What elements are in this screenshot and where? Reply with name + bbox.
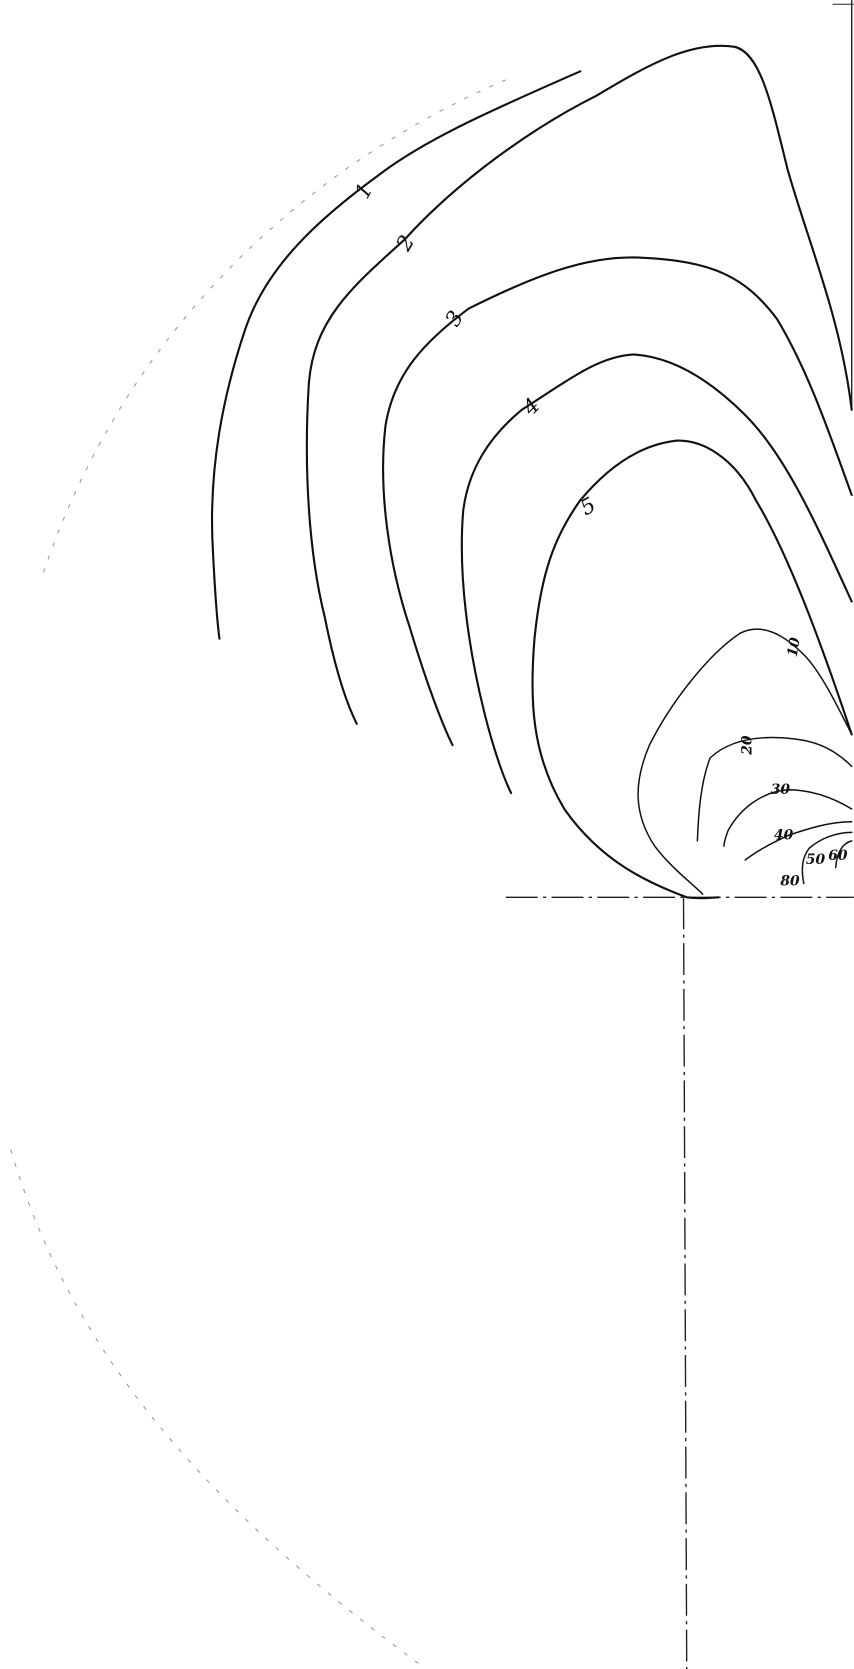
contour-label: 80 <box>780 873 800 889</box>
contour-label: 40 <box>774 828 794 844</box>
contour-label: 2 <box>391 231 420 256</box>
vertical-axis <box>682 897 688 1669</box>
contour-line <box>801 831 853 885</box>
contour-line <box>637 628 853 895</box>
contour-line <box>834 840 853 869</box>
contour-line <box>531 439 853 900</box>
contour-label: 5 <box>576 493 600 521</box>
contour-line <box>744 820 853 861</box>
contour-line <box>696 736 853 842</box>
contour-label: 30 <box>771 782 791 798</box>
contour-line <box>723 789 853 847</box>
contour-line <box>460 353 853 795</box>
contour-label: 10 <box>785 636 804 658</box>
contour-label: 60 <box>828 848 848 864</box>
outer-arc <box>10 79 506 1669</box>
contour-label: 50 <box>806 852 826 868</box>
contour-label: 20 <box>739 735 755 756</box>
contour-label: 1 <box>350 179 378 203</box>
contour-line <box>210 70 582 640</box>
contour-line <box>305 44 853 725</box>
contour-line <box>382 256 853 747</box>
